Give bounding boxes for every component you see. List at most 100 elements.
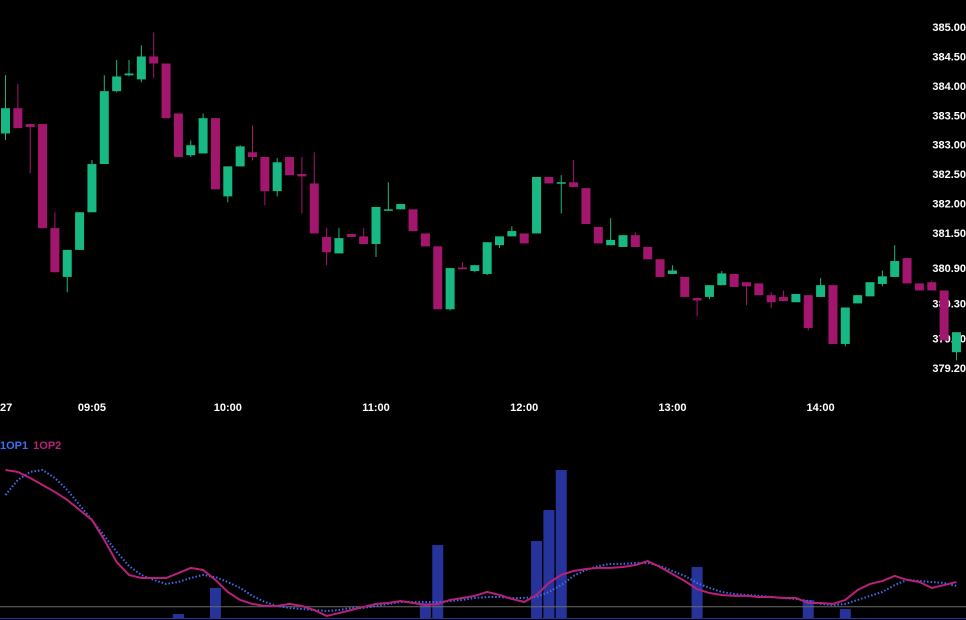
candle-body (951, 332, 961, 353)
candle-body (766, 295, 776, 303)
candle-body (248, 152, 257, 157)
candle-body (272, 162, 282, 192)
candle-body (149, 56, 159, 64)
candle-body (334, 238, 344, 254)
candle-body (457, 267, 467, 270)
histogram-bar (802, 599, 814, 618)
histogram-bar (543, 510, 555, 618)
candle-body (581, 188, 591, 225)
candle-body (408, 209, 418, 232)
candle-body (383, 209, 393, 211)
candle-body (680, 276, 690, 297)
candle-body (173, 113, 183, 157)
candle-body (618, 235, 628, 247)
candle-body (754, 283, 764, 296)
x-tick-label: 12:00 (510, 402, 538, 414)
candle-body (136, 56, 146, 80)
candle-body (25, 124, 35, 127)
candle-body (13, 108, 23, 129)
candle-body (704, 285, 714, 297)
candle-body (210, 118, 220, 190)
candle-body (692, 298, 702, 301)
candle-body (495, 236, 504, 246)
candle-body (667, 270, 677, 274)
candle-body (717, 273, 727, 286)
histogram-bar (172, 614, 184, 618)
candle-body (729, 273, 739, 287)
x-tick-label: 09:05 (78, 402, 106, 414)
indicator-line (5, 469, 957, 617)
x-tick-label: 10:00 (214, 402, 242, 414)
candle-body (433, 246, 443, 310)
candle-body (519, 233, 529, 244)
candle-body (87, 164, 97, 213)
candle-body (914, 283, 924, 291)
y-tick-label: 385.00 (932, 22, 966, 34)
candle-body (346, 234, 356, 237)
y-tick-label: 379.20 (932, 363, 966, 375)
legend-entry: 1OP1 (0, 440, 28, 452)
candle-body (544, 176, 554, 184)
candle-body (62, 249, 72, 277)
candle-body (742, 282, 751, 287)
candle-body (840, 307, 850, 344)
candle-body (939, 290, 949, 341)
candle-body (853, 295, 863, 304)
candle-body (556, 182, 566, 184)
candle-body (371, 206, 381, 245)
x-tick-label: 14:00 (807, 402, 835, 414)
candle-body (235, 146, 245, 167)
y-tick-label: 384.50 (932, 52, 966, 64)
candle-body (828, 285, 838, 344)
candle-body (445, 268, 455, 310)
candle-body (198, 118, 208, 154)
candle-body (470, 265, 480, 272)
candle-body (285, 156, 295, 176)
histogram-bar (839, 609, 851, 618)
candle-body (124, 73, 134, 76)
candle-body (322, 236, 332, 253)
x-tick-label: 11:00 (362, 402, 390, 414)
candle-body (50, 228, 60, 273)
y-tick-label: 382.50 (932, 169, 966, 181)
histogram-bar (419, 602, 431, 618)
candle-body (260, 156, 270, 192)
candle-body (99, 91, 109, 165)
x-tick-label: 13:00 (658, 402, 686, 414)
candle-body (877, 276, 887, 284)
candle-body (507, 231, 517, 237)
y-tick-label: 380.90 (932, 263, 966, 275)
y-tick-label: 384.00 (932, 81, 966, 93)
legend-entry: 1OP2 (33, 440, 61, 452)
y-tick-label: 379.70 (932, 334, 966, 346)
y-tick-label: 383.00 (932, 140, 966, 152)
candle-body (816, 285, 826, 297)
candle-body (396, 204, 406, 210)
candle-body (606, 239, 616, 246)
y-tick-label: 383.50 (932, 110, 966, 122)
histogram-bar (531, 541, 543, 618)
candle-body (420, 233, 430, 247)
y-tick-label: 380.30 (932, 298, 966, 310)
candle-body (297, 174, 307, 177)
candle-body (186, 145, 196, 156)
candle-body (890, 261, 900, 277)
candle-body (902, 258, 912, 284)
candle-body (927, 282, 937, 291)
histogram-bar (432, 545, 444, 618)
candle-body (791, 293, 801, 303)
candle-body (630, 235, 640, 247)
candle-body (532, 176, 542, 234)
candle-body (865, 282, 875, 297)
candle-body (779, 296, 789, 302)
candle-body (655, 259, 665, 277)
candle-body (309, 183, 319, 234)
histogram-bar (555, 470, 567, 618)
histogram-bar (691, 566, 703, 618)
candle-body (569, 182, 579, 187)
candle-body (161, 63, 171, 119)
candle-body (112, 76, 122, 92)
y-tick-label: 382.00 (932, 199, 966, 211)
